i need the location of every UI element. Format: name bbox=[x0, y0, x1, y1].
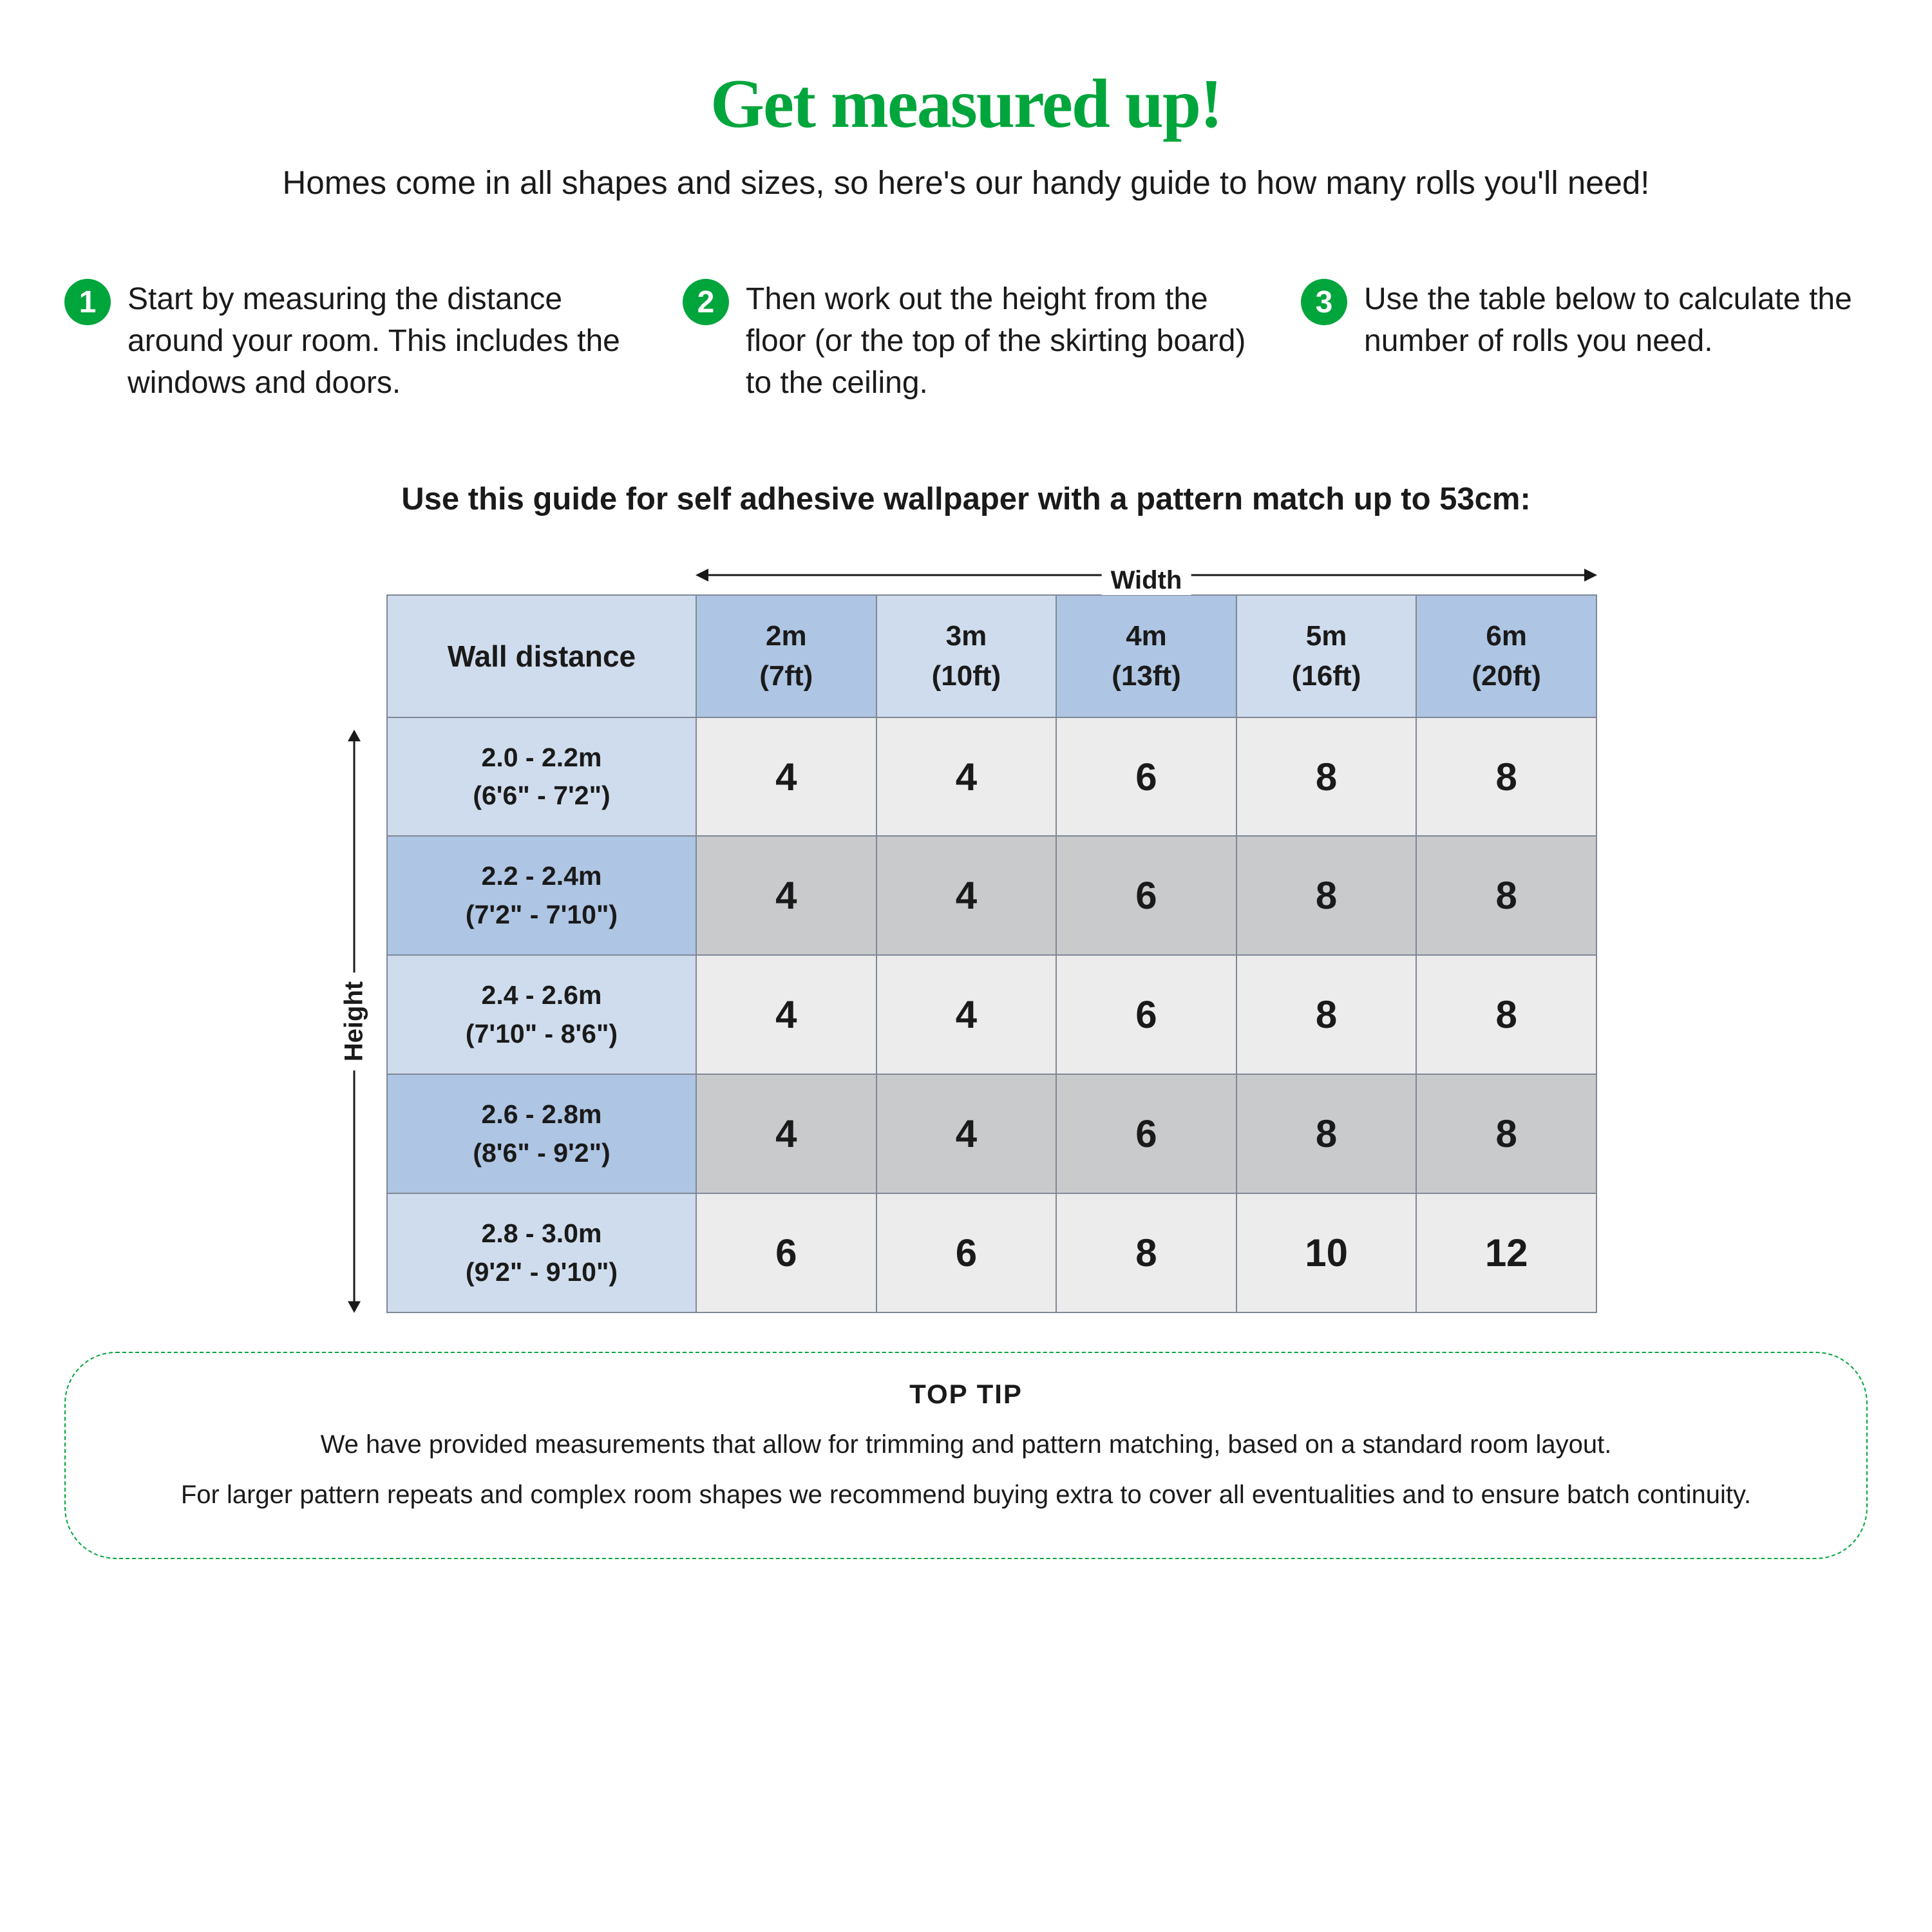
step-1-badge: 1 bbox=[64, 279, 111, 325]
step-3-text: Use the table below to calculate the num… bbox=[1364, 279, 1868, 404]
width-axis-label: Width bbox=[1102, 566, 1191, 595]
width-axis: Width bbox=[696, 562, 1597, 588]
width-col-4: 6m(20ft) bbox=[1416, 595, 1596, 717]
steps-row: 1 Start by measuring the distance around… bbox=[58, 279, 1874, 404]
step-1: 1 Start by measuring the distance around… bbox=[64, 279, 631, 404]
cell: 6 bbox=[1056, 1074, 1236, 1193]
cell: 4 bbox=[696, 955, 876, 1074]
cell: 4 bbox=[876, 836, 1057, 955]
cell: 8 bbox=[1236, 1074, 1417, 1193]
cell: 6 bbox=[876, 1193, 1057, 1312]
cell: 8 bbox=[1236, 836, 1417, 955]
cell: 4 bbox=[696, 836, 876, 955]
height-row-1: 2.2 - 2.4m(7'2" - 7'10") bbox=[387, 836, 696, 955]
cell: 8 bbox=[1416, 1074, 1596, 1193]
cell: 8 bbox=[1416, 955, 1596, 1074]
width-col-2: 4m(13ft) bbox=[1056, 595, 1236, 717]
tip-title: TOP TIP bbox=[104, 1379, 1828, 1410]
top-tip-box: TOP TIP We have provided measurements th… bbox=[64, 1352, 1868, 1559]
cell: 4 bbox=[696, 1074, 876, 1193]
step-2-text: Then work out the height from the floor … bbox=[746, 279, 1249, 404]
cell: 6 bbox=[1056, 955, 1236, 1074]
step-2-badge: 2 bbox=[683, 279, 729, 325]
table-container: Width Height Wall distance 2m(7ft) 3m(10… bbox=[335, 549, 1597, 1313]
cell: 12 bbox=[1416, 1193, 1596, 1312]
cell: 8 bbox=[1416, 836, 1596, 955]
height-axis: Height bbox=[335, 730, 374, 1313]
guide-label: Use this guide for self adhesive wallpap… bbox=[58, 481, 1874, 517]
table-row: 2.8 - 3.0m(9'2" - 9'10") 6 6 8 10 12 bbox=[387, 1193, 1596, 1312]
width-col-1: 3m(10ft) bbox=[876, 595, 1057, 717]
table-corner: Wall distance bbox=[387, 595, 696, 717]
table-row: 2.4 - 2.6m(7'10" - 8'6") 4 4 6 8 8 bbox=[387, 955, 1596, 1074]
table-row: 2.2 - 2.4m(7'2" - 7'10") 4 4 6 8 8 bbox=[387, 836, 1596, 955]
cell: 4 bbox=[876, 1074, 1057, 1193]
width-col-0: 2m(7ft) bbox=[696, 595, 876, 717]
cell: 4 bbox=[876, 717, 1057, 837]
tip-line-1: We have provided measurements that allow… bbox=[104, 1425, 1828, 1464]
step-3: 3 Use the table below to calculate the n… bbox=[1301, 279, 1868, 404]
height-axis-label: Height bbox=[340, 972, 369, 1070]
step-2: 2 Then work out the height from the floo… bbox=[683, 279, 1249, 404]
cell: 4 bbox=[696, 717, 876, 837]
height-row-4: 2.8 - 3.0m(9'2" - 9'10") bbox=[387, 1193, 696, 1312]
cell: 8 bbox=[1236, 717, 1417, 837]
cell: 8 bbox=[1416, 717, 1596, 837]
step-3-badge: 3 bbox=[1301, 279, 1347, 325]
cell: 8 bbox=[1236, 955, 1417, 1074]
cell: 6 bbox=[696, 1193, 876, 1312]
table-row: 2.0 - 2.2m(6'6" - 7'2") 4 4 6 8 8 bbox=[387, 717, 1596, 837]
cell: 8 bbox=[1056, 1193, 1236, 1312]
cell: 6 bbox=[1056, 717, 1236, 837]
page-title: Get measured up! bbox=[58, 64, 1874, 144]
height-row-3: 2.6 - 2.8m(8'6" - 9'2") bbox=[387, 1074, 696, 1193]
cell: 10 bbox=[1236, 1193, 1417, 1312]
table-row: 2.6 - 2.8m(8'6" - 9'2") 4 4 6 8 8 bbox=[387, 1074, 1596, 1193]
tip-line-2: For larger pattern repeats and complex r… bbox=[104, 1475, 1828, 1514]
width-col-3: 5m(16ft) bbox=[1236, 595, 1417, 717]
height-row-0: 2.0 - 2.2m(6'6" - 7'2") bbox=[387, 717, 696, 837]
step-1-text: Start by measuring the distance around y… bbox=[128, 279, 631, 404]
rolls-table: Wall distance 2m(7ft) 3m(10ft) 4m(13ft) … bbox=[386, 594, 1597, 1313]
subtitle: Homes come in all shapes and sizes, so h… bbox=[58, 164, 1874, 202]
cell: 6 bbox=[1056, 836, 1236, 955]
cell: 4 bbox=[876, 955, 1057, 1074]
height-row-2: 2.4 - 2.6m(7'10" - 8'6") bbox=[387, 955, 696, 1074]
